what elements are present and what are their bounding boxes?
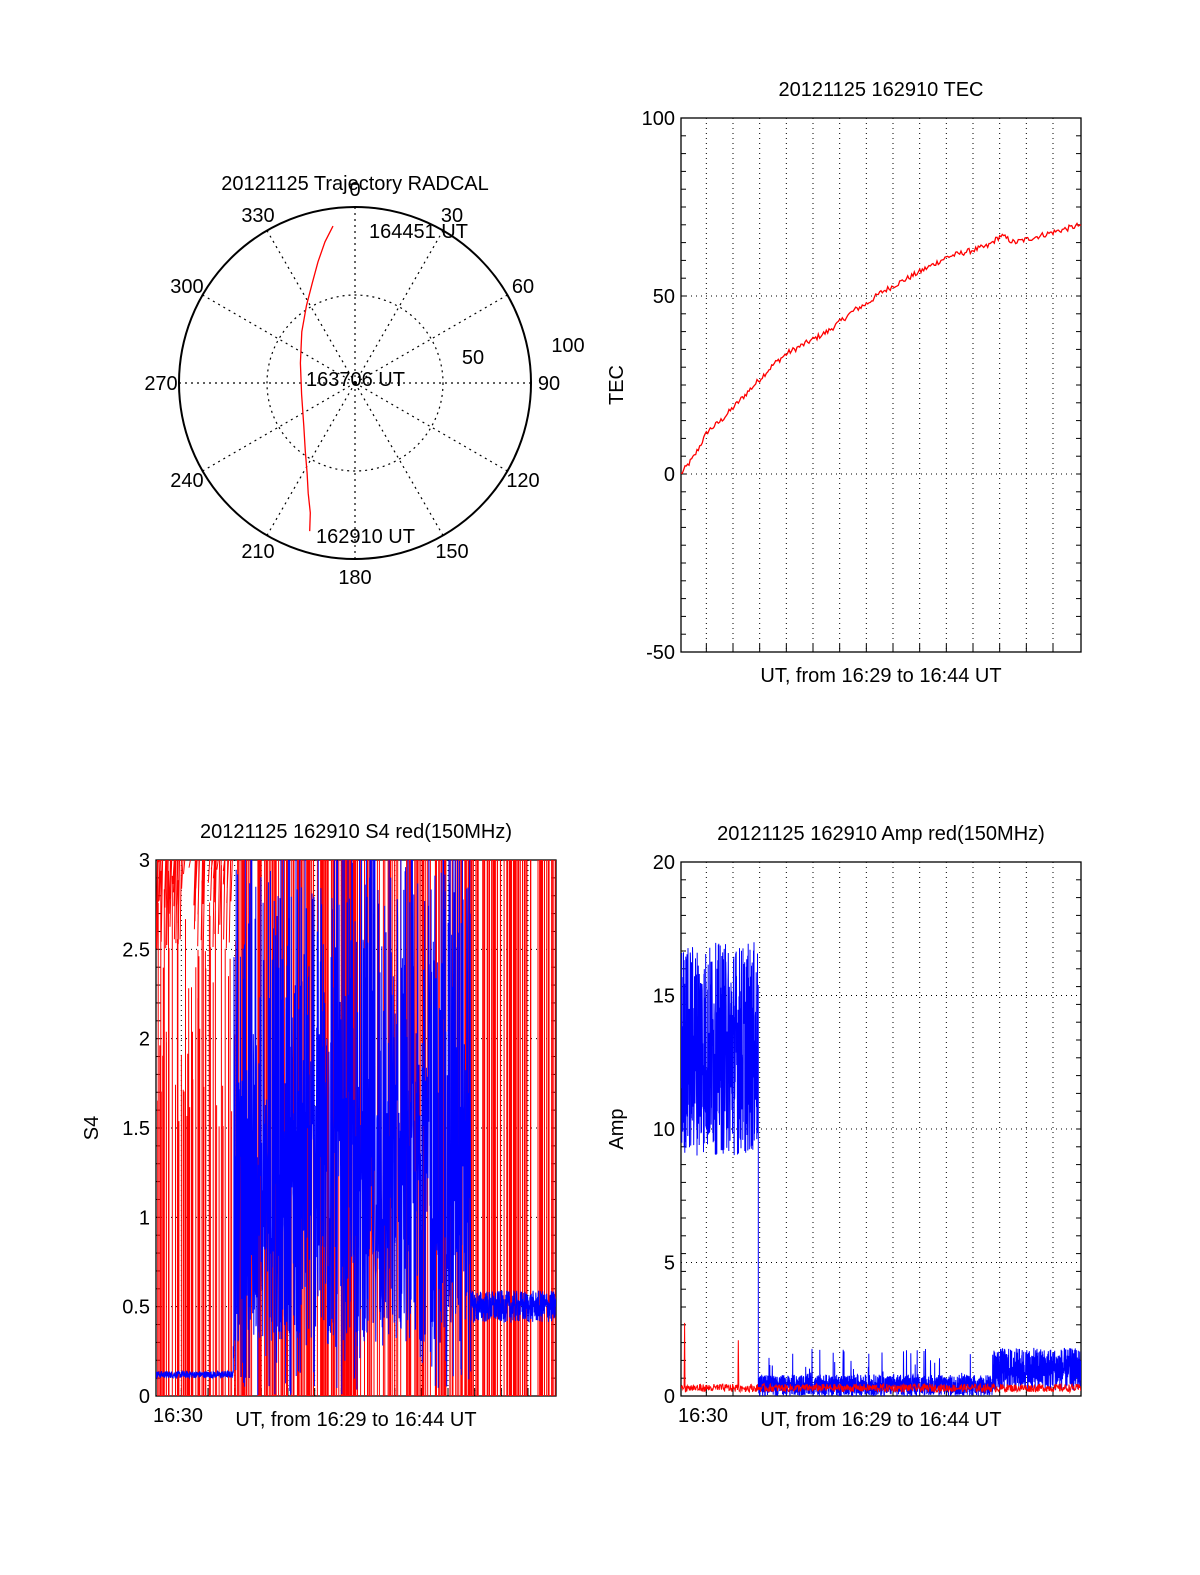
chart-title: 20121125 Trajectory RADCAL <box>221 173 489 195</box>
angle-tick-label: 120 <box>506 470 539 492</box>
x-axis-label: UT, from 16:29 to 16:44 UT <box>760 1409 1001 1431</box>
chart-title: 20121125 162910 S4 red(150MHz) <box>200 821 512 843</box>
angle-tick-label: 30 <box>441 205 463 227</box>
amp-blue-series <box>681 942 1081 1396</box>
x-axis-label: UT, from 16:29 to 16:44 UT <box>235 1409 476 1431</box>
angle-tick-label: 330 <box>241 205 274 227</box>
angle-tick-label: 210 <box>241 541 274 563</box>
angle-tick-label: 0 <box>349 179 360 201</box>
angle-tick-label: 90 <box>538 373 560 395</box>
y-tick-label: 50 <box>653 286 675 308</box>
amp-data-layer <box>681 942 1081 1396</box>
s4-line-chart: 20121125 162910 S4 red(150MHz) 0 0.5 1 1.5 2 2… <box>81 821 557 1431</box>
y-tick-label: 100 <box>642 108 675 130</box>
chart-title: 20121125 162910 TEC <box>779 79 984 101</box>
y-tick-label: 0 <box>664 1386 675 1408</box>
trajectory-annotation: 163706 UT <box>306 369 405 391</box>
angle-tick-label: 240 <box>170 470 203 492</box>
y-tick-label: 0 <box>664 464 675 486</box>
polar-grid-circle <box>266 294 444 472</box>
tec-line-chart: 20121125 162910 TEC -50 0 50 100 UT, from 16:… <box>606 79 1082 687</box>
y-tick-label: 2.5 <box>122 939 150 961</box>
y-tick-label: 5 <box>664 1253 675 1275</box>
polar-spoke <box>354 382 508 472</box>
radial-tick-label: 50 <box>462 347 484 369</box>
y-tick-label: 0 <box>139 1386 150 1408</box>
x-tick-label: 16:30 <box>678 1405 728 1427</box>
y-tick-label: 10 <box>653 1119 675 1141</box>
trajectory-line <box>299 225 334 532</box>
polar-spoke <box>354 230 444 384</box>
angle-tick-label: 180 <box>338 567 371 589</box>
s4-data-layer <box>156 860 556 1396</box>
angle-tick-label: 60 <box>512 276 534 298</box>
angle-tick-label: 270 <box>144 373 177 395</box>
plot-frame <box>680 117 1082 653</box>
polar-spoke <box>266 382 356 536</box>
y-tick-label: -50 <box>646 642 675 664</box>
y-axis-label: S4 <box>81 1116 103 1140</box>
y-tick-label: 2 <box>139 1029 150 1051</box>
y-axis-label: Amp <box>606 1108 628 1149</box>
trajectory-annotation: 162910 UT <box>316 526 415 548</box>
y-axis-label: TEC <box>606 365 628 405</box>
y-tick-label: 1.5 <box>122 1118 150 1140</box>
y-tick-label: 15 <box>653 986 675 1008</box>
trajectory-annotation: 164451 UT <box>369 221 468 243</box>
amp-line-chart: 20121125 162910 Amp red(150MHz) 0 5 10 15 20 U… <box>606 823 1082 1431</box>
y-tick-label: 0.5 <box>122 1297 150 1319</box>
chart-title: 20121125 162910 Amp red(150MHz) <box>717 823 1045 845</box>
amp-red-series <box>681 1322 1081 1394</box>
angle-tick-label: 150 <box>435 541 468 563</box>
radial-tick-label: 100 <box>551 335 584 357</box>
y-tick-label: 3 <box>139 850 150 872</box>
y-tick-label: 1 <box>139 1207 150 1229</box>
s4-blue-series <box>156 860 556 1396</box>
x-axis-label: UT, from 16:29 to 16:44 UT <box>760 665 1001 687</box>
y-tick-label: 20 <box>653 852 675 874</box>
tec-series-line <box>680 222 1082 475</box>
x-tick-label: 16:30 <box>153 1405 203 1427</box>
angle-tick-label: 300 <box>170 276 203 298</box>
